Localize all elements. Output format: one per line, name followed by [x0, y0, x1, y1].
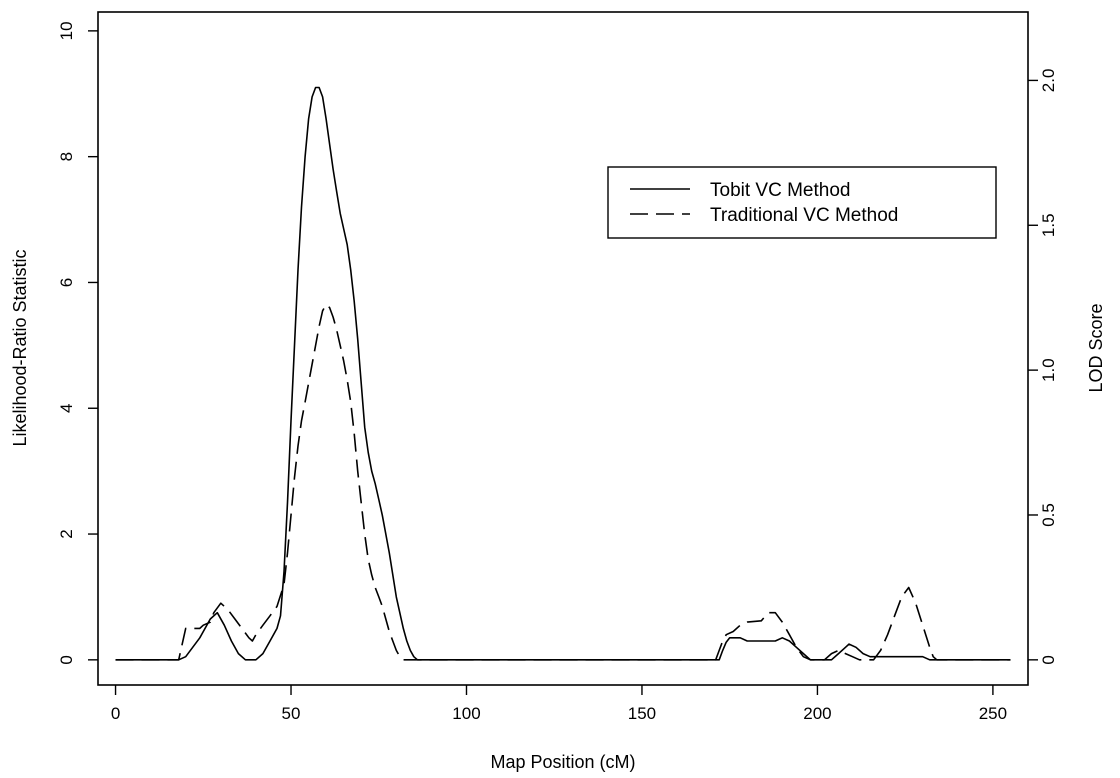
- y-axis-left-label: Likelihood-Ratio Statistic: [10, 249, 30, 446]
- y-tick-label: 2: [57, 529, 76, 538]
- y-right-tick-label: 2.0: [1039, 69, 1058, 93]
- y-tick-label: 0: [57, 655, 76, 664]
- x-tick-label: 0: [111, 704, 120, 723]
- x-tick-label: 200: [803, 704, 831, 723]
- x-tick-label: 150: [628, 704, 656, 723]
- y-right-tick-label: 1.0: [1039, 358, 1058, 382]
- y-tick-label: 10: [57, 21, 76, 40]
- legend-box: [607, 166, 997, 239]
- y-axis-right-label: LOD Score: [1086, 303, 1106, 392]
- y-tick-label: 4: [57, 404, 76, 413]
- series-line-traditional: [115, 303, 1011, 661]
- y-tick-label: 8: [57, 152, 76, 161]
- y-right-tick-label: 0.5: [1039, 503, 1058, 527]
- x-tick-label: 50: [282, 704, 301, 723]
- legend-label-traditional: Traditional VC Method: [710, 205, 898, 226]
- y-axis-right: 0 0.5 1.0 1.5 2.0: [1028, 69, 1058, 665]
- x-tick-label: 100: [452, 704, 480, 723]
- legend: Tobit VC Method Traditional VC Method: [607, 166, 997, 239]
- plot-frame: [97, 11, 1029, 686]
- y-right-tick-label: 1.5: [1039, 213, 1058, 237]
- y-tick-label: 6: [57, 278, 76, 287]
- x-tick-label: 250: [979, 704, 1007, 723]
- x-axis: 0 50 100 150 200 250: [111, 685, 1007, 723]
- legend-label-tobit: Tobit VC Method: [710, 180, 850, 201]
- series-lines: [115, 86, 1011, 661]
- y-right-tick-label: 0: [1039, 655, 1058, 664]
- y-axis-left: 0 2 4 6 8 10: [57, 21, 98, 665]
- x-axis-label: Map Position (cM): [490, 752, 635, 772]
- series-line-tobit: [115, 86, 1011, 661]
